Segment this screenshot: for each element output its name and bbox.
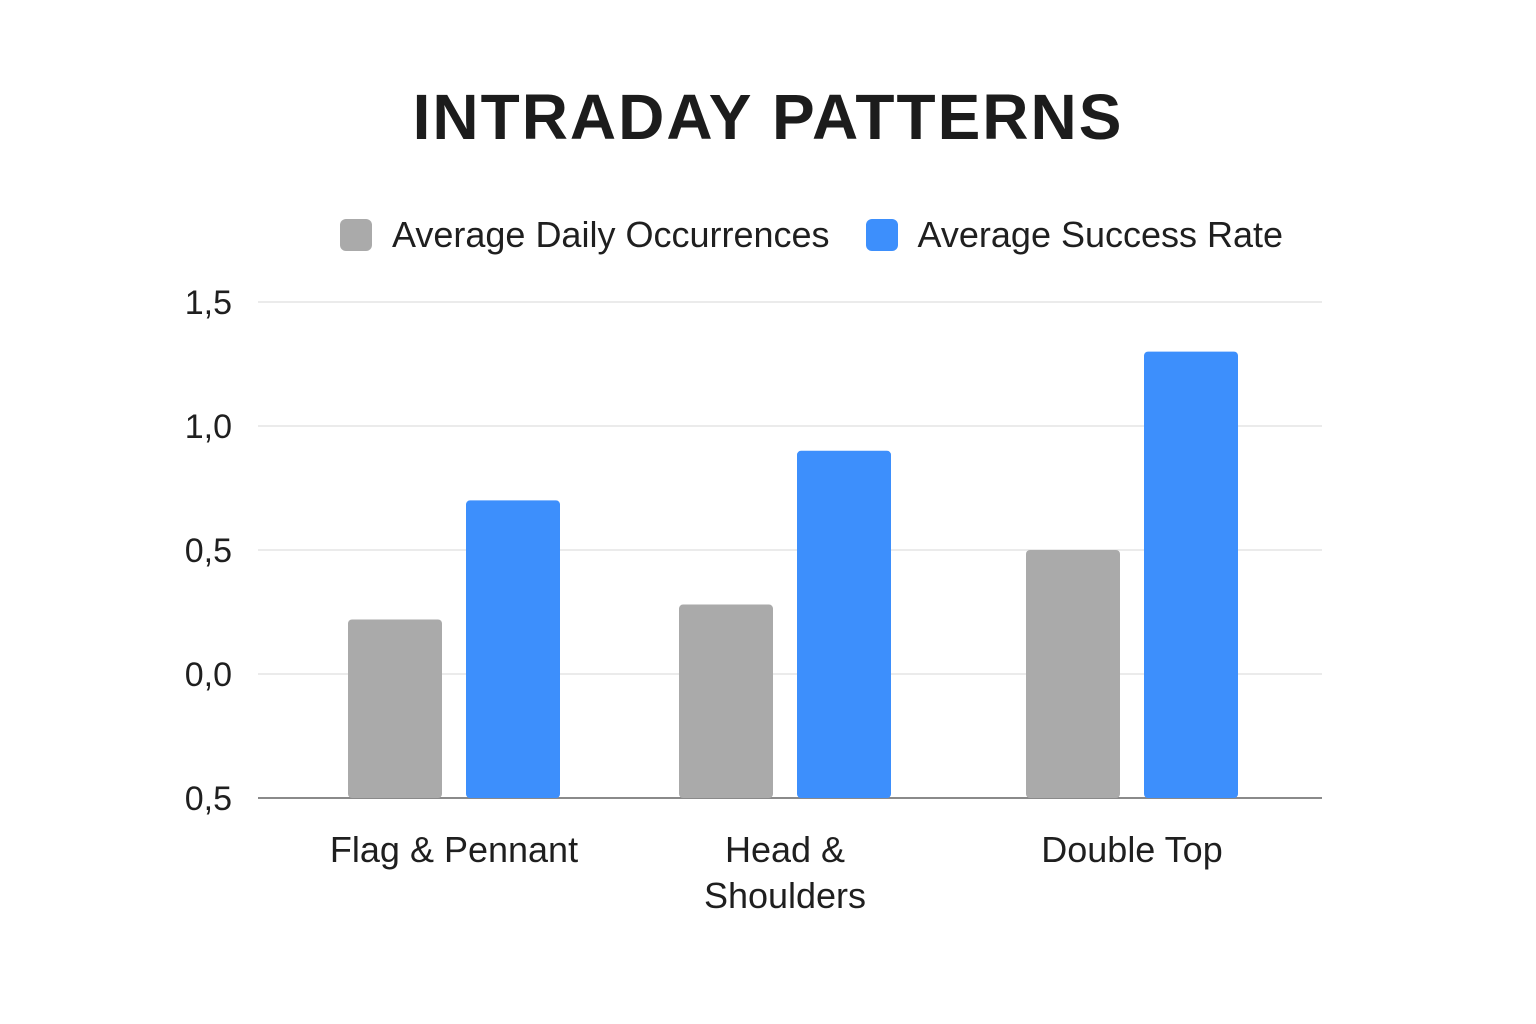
x-category-label-line: Double Top — [1041, 829, 1222, 870]
bars — [348, 351, 1238, 798]
bar-success-rate — [1144, 351, 1238, 798]
legend-item-success-rate: Average Success Rate — [865, 214, 1284, 256]
bar-occurrences — [679, 604, 773, 798]
legend-item-occurrences: Average Daily Occurrences — [340, 214, 830, 256]
x-category-label-line: Flag & Pennant — [330, 829, 578, 870]
bar-occurrences — [1026, 550, 1120, 798]
x-category-label: Double Top — [1041, 829, 1222, 870]
x-category-label-line: Shoulders — [704, 875, 866, 916]
legend-swatch-occurrences — [340, 219, 372, 251]
x-category-label: Flag & Pennant — [330, 829, 578, 870]
y-tick-label: 1,0 — [185, 408, 232, 446]
legend-label-success-rate: Average Success Rate — [917, 214, 1284, 255]
bar-success-rate — [797, 450, 891, 798]
x-category-label: Head & Shoulders — [704, 829, 866, 916]
y-tick-label: 0,5 — [185, 532, 232, 570]
bar-occurrences — [348, 619, 442, 798]
labels: 1,5 1,0 0,5 0,0 0,5 Flag & Pennant Head & Shoul… — [185, 284, 1223, 916]
y-tick-label: 0,5 — [185, 780, 232, 818]
y-tick-label: 0,0 — [185, 656, 232, 694]
y-tick-label: 1,5 — [185, 284, 232, 322]
x-category-label-line: Head & — [725, 829, 845, 870]
legend-swatch-success-rate — [865, 219, 898, 251]
legend: Average Daily Occurrences Average Succes… — [340, 214, 1319, 256]
legend-label-occurrences: Average Daily Occurrences — [392, 214, 830, 255]
bar-success-rate — [466, 500, 560, 798]
chart-title: INTRADAY PATTERNS — [412, 81, 1124, 153]
